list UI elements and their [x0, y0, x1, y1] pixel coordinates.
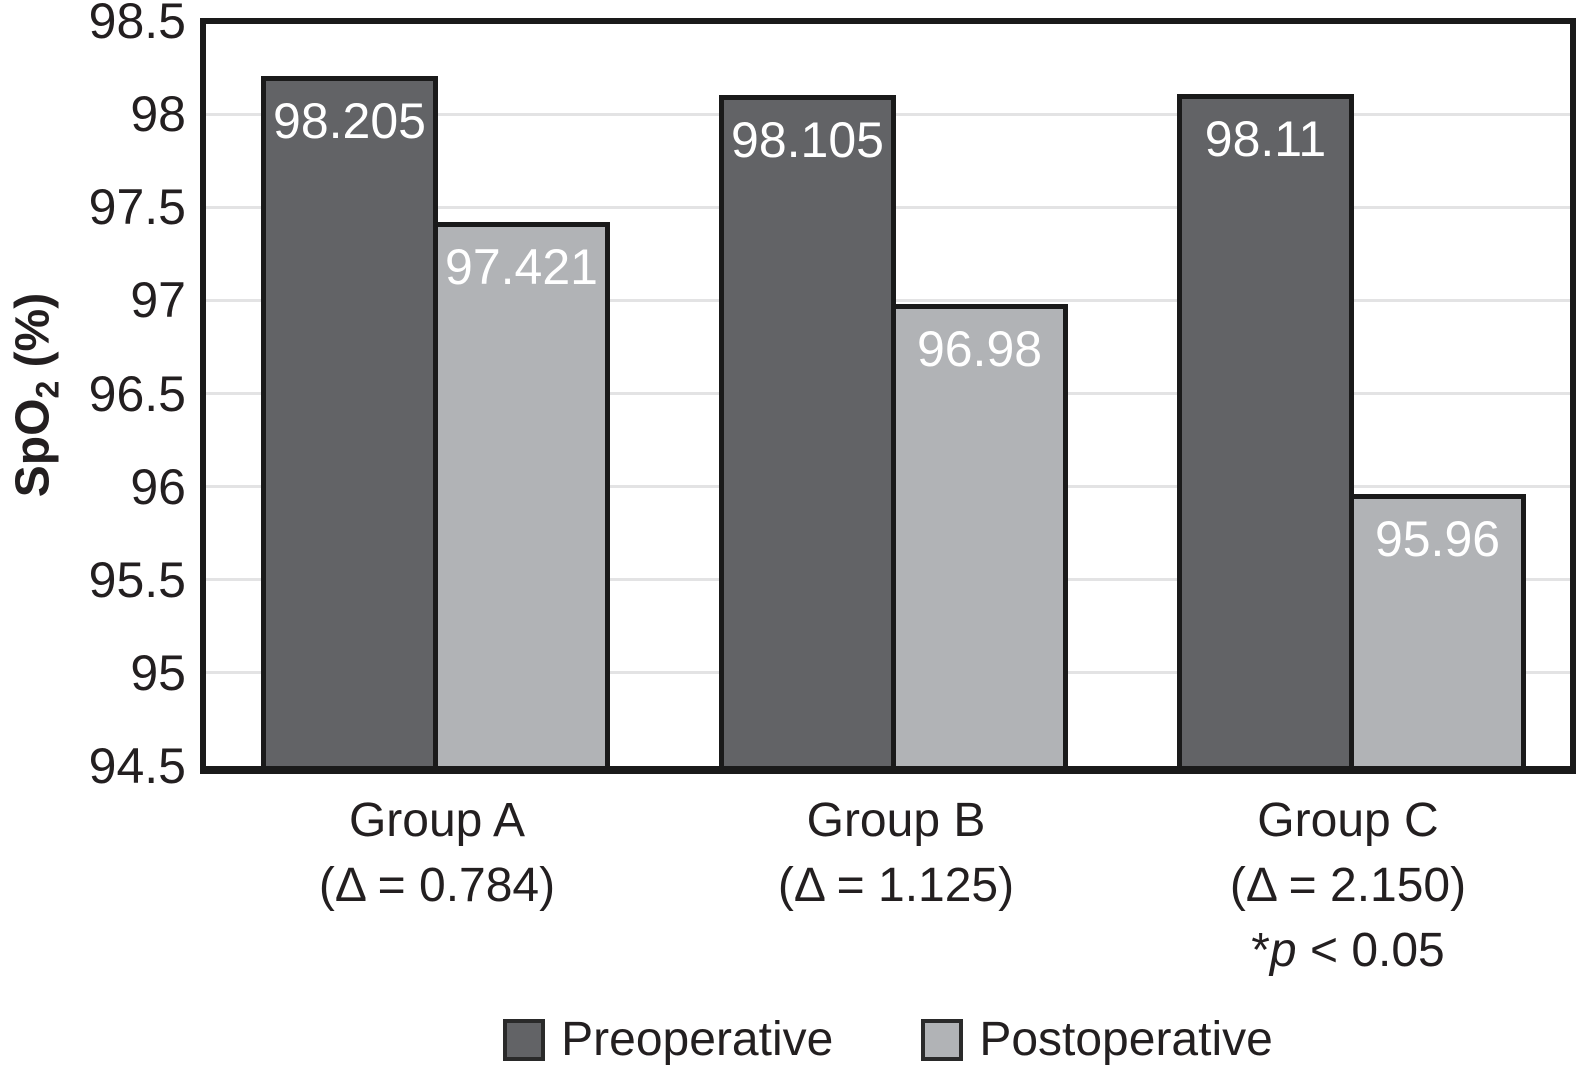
- bar-value-label: 98.105: [731, 111, 884, 168]
- y-tick-label: 97.5: [88, 179, 186, 236]
- y-tick-label: 95.5: [88, 551, 186, 608]
- x-axis-label-group-a: Group A (Δ = 0.784): [177, 788, 697, 918]
- legend-item-postoperative: Postoperative: [921, 1012, 1273, 1067]
- bar-postoperative-group-b: 96.98: [891, 304, 1068, 766]
- y-tick-label: 97: [130, 272, 186, 329]
- y-tick-label: 94.5: [88, 738, 186, 794]
- legend-item-preoperative: Preoperative: [503, 1012, 833, 1067]
- bar-postoperative-group-c: 95.96: [1349, 494, 1526, 766]
- bar-value-label: 96.98: [916, 321, 1043, 378]
- group-delta: (Δ = 0.784): [318, 859, 556, 912]
- group-delta: (Δ = 2.150): [1229, 859, 1467, 912]
- bar-preoperative-group-a: 98.205: [261, 75, 438, 766]
- group-title: Group A: [348, 794, 526, 847]
- legend: Preoperative Postoperative: [200, 1012, 1576, 1067]
- bar-postoperative-group-a: 97.421: [433, 221, 610, 766]
- postoperative-swatch: [921, 1018, 964, 1061]
- group-title: Group B: [806, 794, 986, 847]
- legend-label-preoperative: Preoperative: [561, 1013, 834, 1066]
- legend-label-postoperative: Postoperative: [979, 1013, 1273, 1066]
- bar-preoperative-group-b: 98.105: [719, 94, 896, 766]
- y-tick-label: 95: [130, 644, 186, 701]
- group-significance: *p < 0.05: [1251, 924, 1445, 977]
- bar-value-label: 98.205: [273, 92, 426, 149]
- group-title: Group C: [1257, 794, 1439, 847]
- bar-value-label: 97.421: [445, 238, 598, 295]
- y-tick-label: 98: [130, 86, 186, 143]
- y-tick-label: 98.5: [88, 0, 186, 49]
- y-tick-label: 96: [130, 458, 186, 515]
- x-axis-label-group-c: Group C (Δ = 2.150) *p < 0.05: [1088, 788, 1581, 983]
- y-tick-label: 96.5: [88, 365, 186, 422]
- plot-area: 98.205 97.421 98.105 96.98 98.11 95.96: [200, 18, 1576, 774]
- x-axis-label-group-b: Group B (Δ = 1.125): [636, 788, 1156, 918]
- bar-value-label: 98.11: [1204, 110, 1327, 167]
- bar-preoperative-group-c: 98.11: [1177, 93, 1354, 766]
- preoperative-swatch: [503, 1018, 546, 1061]
- group-delta: (Δ = 1.125): [777, 859, 1015, 912]
- bar-value-label: 95.96: [1374, 511, 1501, 568]
